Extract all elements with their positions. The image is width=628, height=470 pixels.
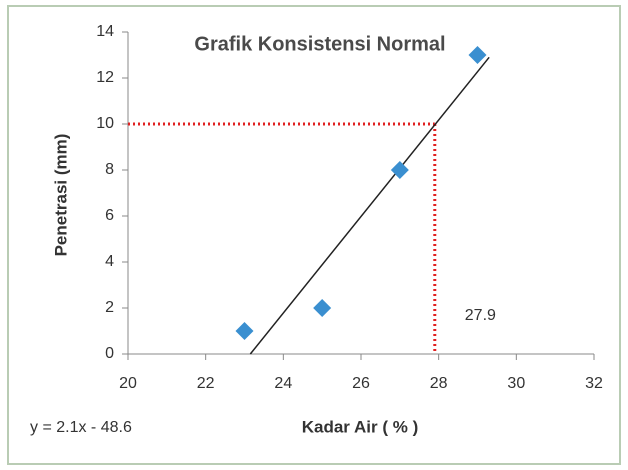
point: [390, 161, 409, 179]
y-tick-label: 6: [105, 207, 114, 224]
x-tick-label: 32: [585, 375, 603, 392]
x-tick-label: 24: [274, 375, 292, 392]
y-tick-label: 10: [96, 115, 114, 132]
point: [468, 46, 487, 64]
y-axis-label: Penetrasi (mm): [51, 134, 70, 257]
y-tick-label: 0: [105, 345, 114, 362]
trendline: [249, 56, 490, 355]
point: [235, 322, 254, 340]
y-tick-label: 4: [105, 253, 114, 270]
y-tick-label: 2: [105, 299, 114, 316]
x-tick-label: 26: [352, 375, 370, 392]
x-tick-label: 22: [197, 375, 215, 392]
reference-label: 27.9: [465, 307, 496, 324]
equation: y = 2.1x - 48.6: [30, 419, 132, 436]
x-axis-label: Kadar Air ( % ): [302, 417, 419, 436]
x-tick-label: 20: [119, 375, 137, 392]
chart-title: Grafik Konsistensi Normal: [194, 33, 445, 55]
y-tick-label: 8: [105, 161, 114, 178]
point: [313, 299, 332, 317]
x-tick-label: 30: [507, 375, 525, 392]
x-tick-label: 28: [430, 375, 448, 392]
y-tick-label: 12: [96, 69, 114, 86]
y-tick-label: 14: [96, 23, 114, 40]
chart-frame: [7, 5, 621, 465]
